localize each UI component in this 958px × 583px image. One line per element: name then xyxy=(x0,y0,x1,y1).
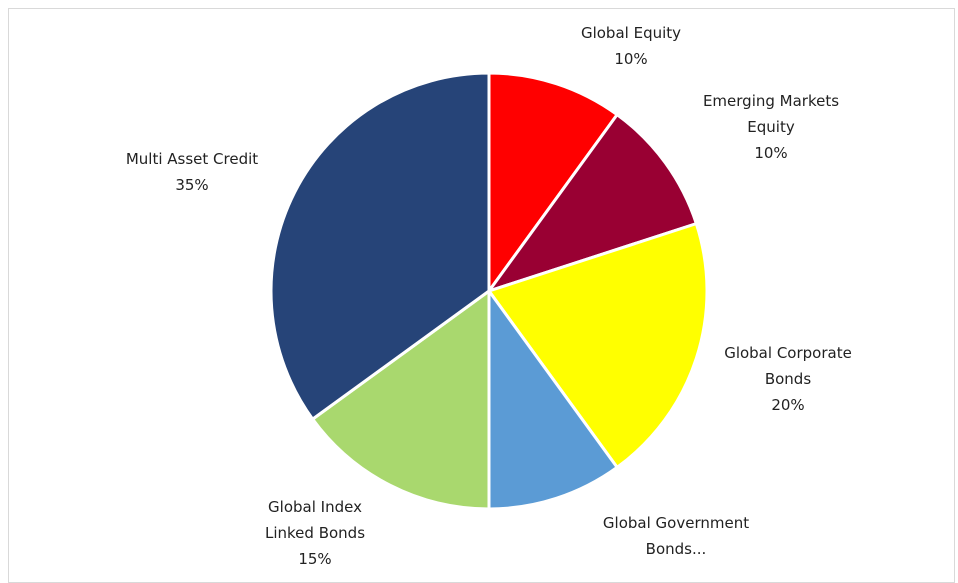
slice-label-line: Global Equity xyxy=(580,24,682,42)
slice-label-0: Global Equity 10% xyxy=(581,20,681,72)
pie-slice-1 xyxy=(487,113,698,293)
slice-value-label: 20% xyxy=(771,396,805,414)
pie-slice-2 xyxy=(487,222,709,469)
pie-slice-4 xyxy=(311,289,491,511)
pie-chart xyxy=(269,71,709,511)
pie-slice-5 xyxy=(269,71,491,421)
slice-label-1: Emerging Markets Equity 10% xyxy=(703,88,839,166)
slice-value-label: 15% xyxy=(298,550,332,568)
slice-label-3: Global Government Bonds... xyxy=(603,510,749,562)
slice-label-4: Global Index Linked Bonds 15% xyxy=(265,494,365,572)
slice-label-5: Multi Asset Credit 35% xyxy=(126,146,258,198)
slice-label-line: Global Government xyxy=(602,514,750,532)
slice-value-label: 10% xyxy=(754,144,788,162)
slice-label-line: Global Index xyxy=(268,498,362,516)
slice-label-line: Equity xyxy=(747,118,795,136)
pie-slice-3 xyxy=(487,289,619,511)
slice-label-line: Emerging Markets xyxy=(702,92,840,110)
slice-label-line: Bonds xyxy=(764,370,812,388)
slice-value-label: 10% xyxy=(614,50,648,68)
slice-label-line: Linked Bonds xyxy=(264,524,366,542)
pie-slice-0 xyxy=(487,71,619,293)
slice-label-line: Bonds... xyxy=(645,540,707,558)
slice-label-line: Global Corporate xyxy=(724,344,852,362)
slice-label-line: Multi Asset Credit xyxy=(125,150,259,168)
slice-value-label: 35% xyxy=(175,176,209,194)
slice-label-2: Global Corporate Bonds 20% xyxy=(724,340,852,418)
